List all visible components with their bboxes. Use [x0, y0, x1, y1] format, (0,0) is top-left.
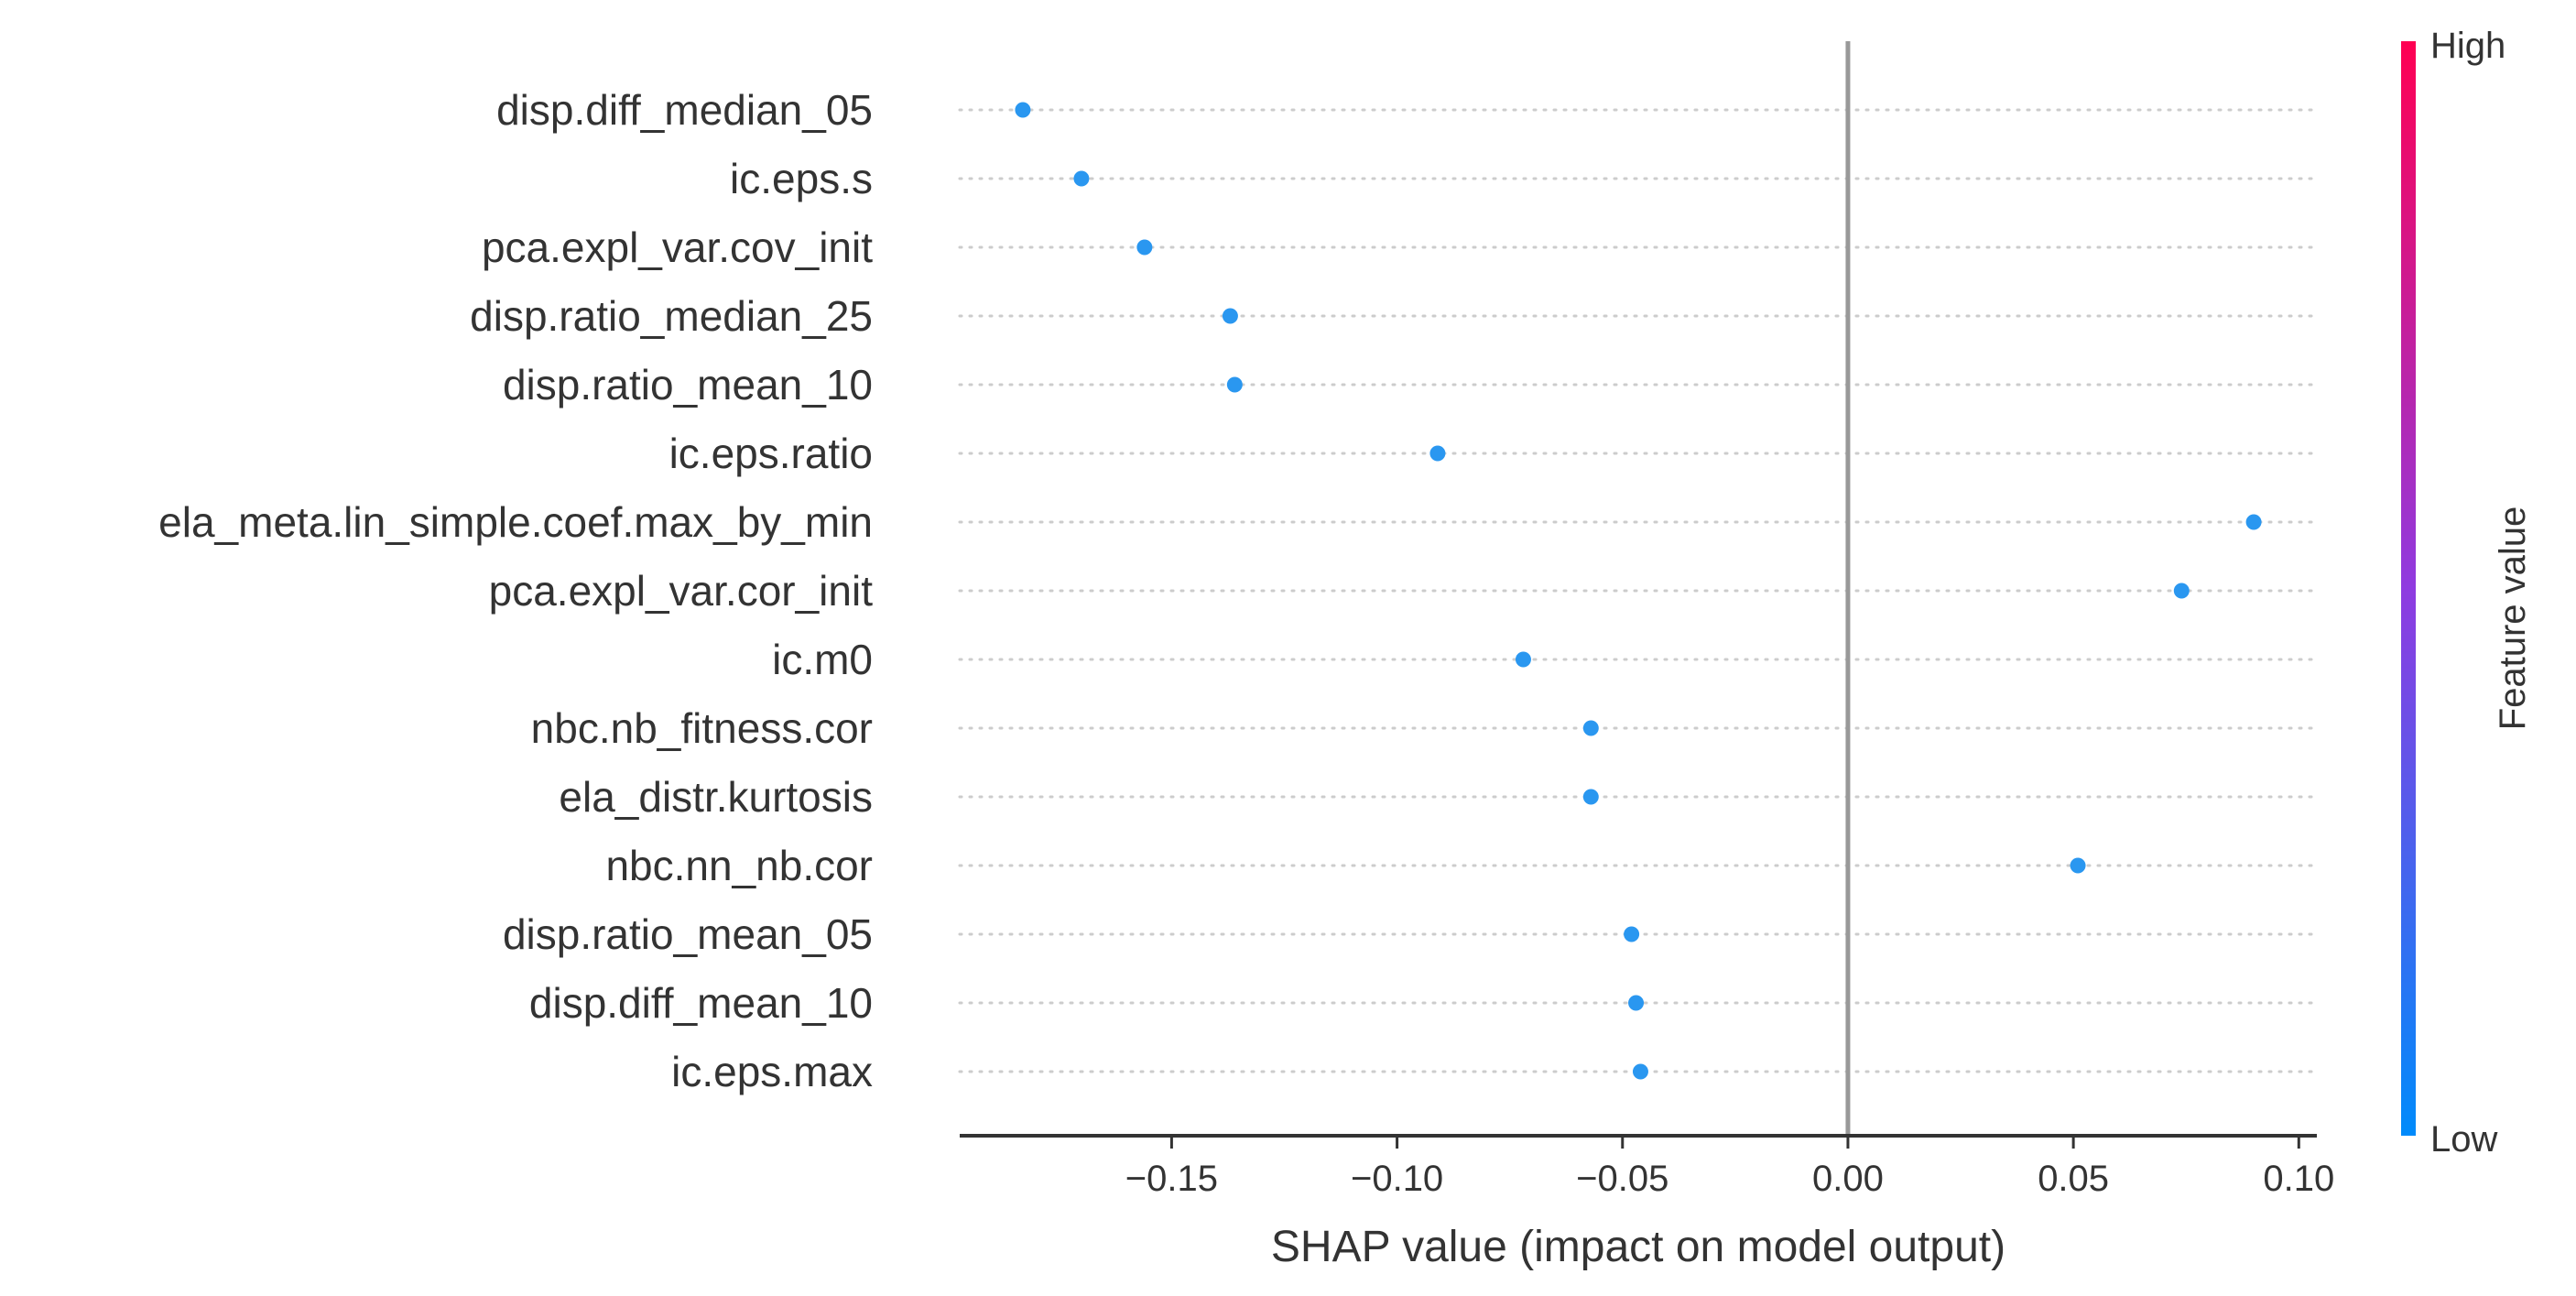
feature-label: ic.m0 [772, 636, 873, 683]
shap-point [1628, 995, 1645, 1011]
shap-point [1632, 1063, 1648, 1080]
gridlines [958, 108, 2314, 1073]
shap-point [1582, 789, 1599, 805]
x-tick-label: −0.10 [1351, 1159, 1443, 1199]
feature-label: pca.expl_var.cov_init [482, 223, 873, 271]
feature-label: disp.ratio_median_25 [470, 292, 873, 340]
shap-point [2173, 583, 2190, 599]
feature-label: ela_distr.kurtosis [559, 773, 873, 821]
x-tick-label: 0.10 [2263, 1159, 2334, 1199]
colorbar-title: Feature value [2493, 506, 2533, 731]
feature-label: ic.eps.s [730, 155, 873, 202]
x-tick-label: −0.05 [1576, 1159, 1668, 1199]
feature-labels: disp.diff_median_05 ic.eps.s pca.expl_var.… [158, 86, 873, 1095]
feature-label: disp.diff_mean_10 [529, 979, 873, 1027]
shap-point [1515, 651, 1531, 668]
colorbar-high-label: High [2430, 26, 2505, 66]
x-tick-label: −0.15 [1125, 1159, 1218, 1199]
x-axis-title: SHAP value (impact on model output) [1271, 1223, 2005, 1271]
data-points [1015, 102, 2262, 1080]
x-tick-label: 0.05 [2038, 1159, 2109, 1199]
feature-label: pca.expl_var.cor_init [489, 567, 874, 615]
x-tick-label: 0.00 [1812, 1159, 1884, 1199]
feature-label: nbc.nn_nb.cor [605, 842, 873, 889]
shap-point [1073, 170, 1090, 187]
feature-label: disp.diff_median_05 [496, 86, 873, 134]
shap-point [1624, 926, 1640, 942]
colorbar-low-label: Low [2430, 1119, 2497, 1160]
shap-point [2245, 514, 2262, 530]
colorbar [2401, 41, 2416, 1136]
shap-point [1226, 376, 1243, 393]
shap-point [2070, 857, 2086, 874]
shap-point [1582, 720, 1599, 736]
feature-label: ela_meta.lin_simple.coef.max_by_min [158, 498, 873, 546]
shap-point [1015, 102, 1031, 118]
feature-label: ic.eps.max [671, 1048, 873, 1095]
x-axis-ticks: −0.15 −0.10 −0.05 0.00 0.05 0.10 [1125, 1136, 2334, 1199]
feature-label: ic.eps.ratio [669, 430, 873, 477]
feature-label: disp.ratio_mean_10 [503, 361, 873, 408]
shap-point [1222, 308, 1238, 324]
feature-label: nbc.nb_fitness.cor [531, 704, 873, 752]
shap-point [1429, 445, 1446, 462]
feature-label: disp.ratio_mean_05 [503, 910, 873, 958]
shap-point [1136, 239, 1153, 256]
